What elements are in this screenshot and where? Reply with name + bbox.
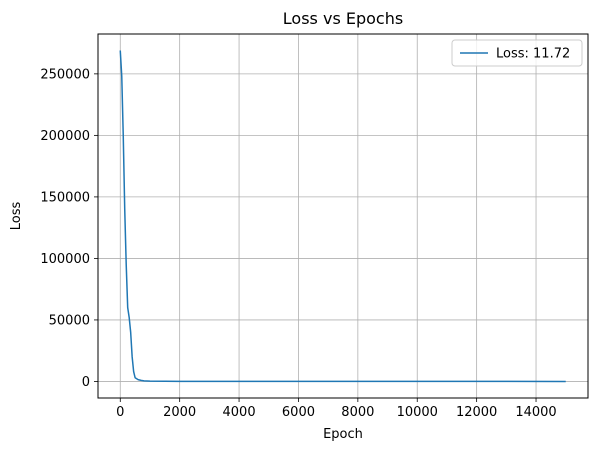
x-tick-label: 2000 (163, 405, 196, 420)
x-tick-label: 10000 (397, 405, 438, 420)
y-tick-label: 0 (82, 375, 90, 390)
x-tick-label: 12000 (456, 405, 497, 420)
grid (98, 34, 588, 398)
y-axis-title: Loss (9, 202, 24, 231)
legend-box (451, 39, 583, 67)
x-tick-label: 14000 (515, 405, 556, 420)
plot-frame (97, 33, 589, 399)
loss-series-line (119, 50, 566, 383)
y-tick-label: 200000 (40, 129, 90, 144)
legend-label: Loss: 11.72 (496, 47, 570, 62)
legend: Loss: 11.72 (451, 39, 583, 67)
x-tick-label: 8000 (341, 405, 374, 420)
y-tick-label: 100000 (40, 252, 90, 267)
x-tick-label: 6000 (282, 405, 315, 420)
y-tick-label: 250000 (40, 67, 90, 82)
x-tick-label: 4000 (223, 405, 256, 420)
series-layer (119, 50, 566, 383)
y-axis-ticks: 0 50000 100000 150000 200000 250000 (40, 67, 98, 390)
x-tick-label: 0 (116, 405, 124, 420)
x-axis-ticks: 0 2000 4000 6000 8000 10000 12000 14000 (116, 398, 557, 420)
y-tick-label: 50000 (49, 313, 90, 328)
chart-title: Loss vs Epochs (283, 9, 403, 28)
y-tick-label: 150000 (40, 190, 90, 205)
x-axis-title: Epoch (323, 427, 363, 442)
